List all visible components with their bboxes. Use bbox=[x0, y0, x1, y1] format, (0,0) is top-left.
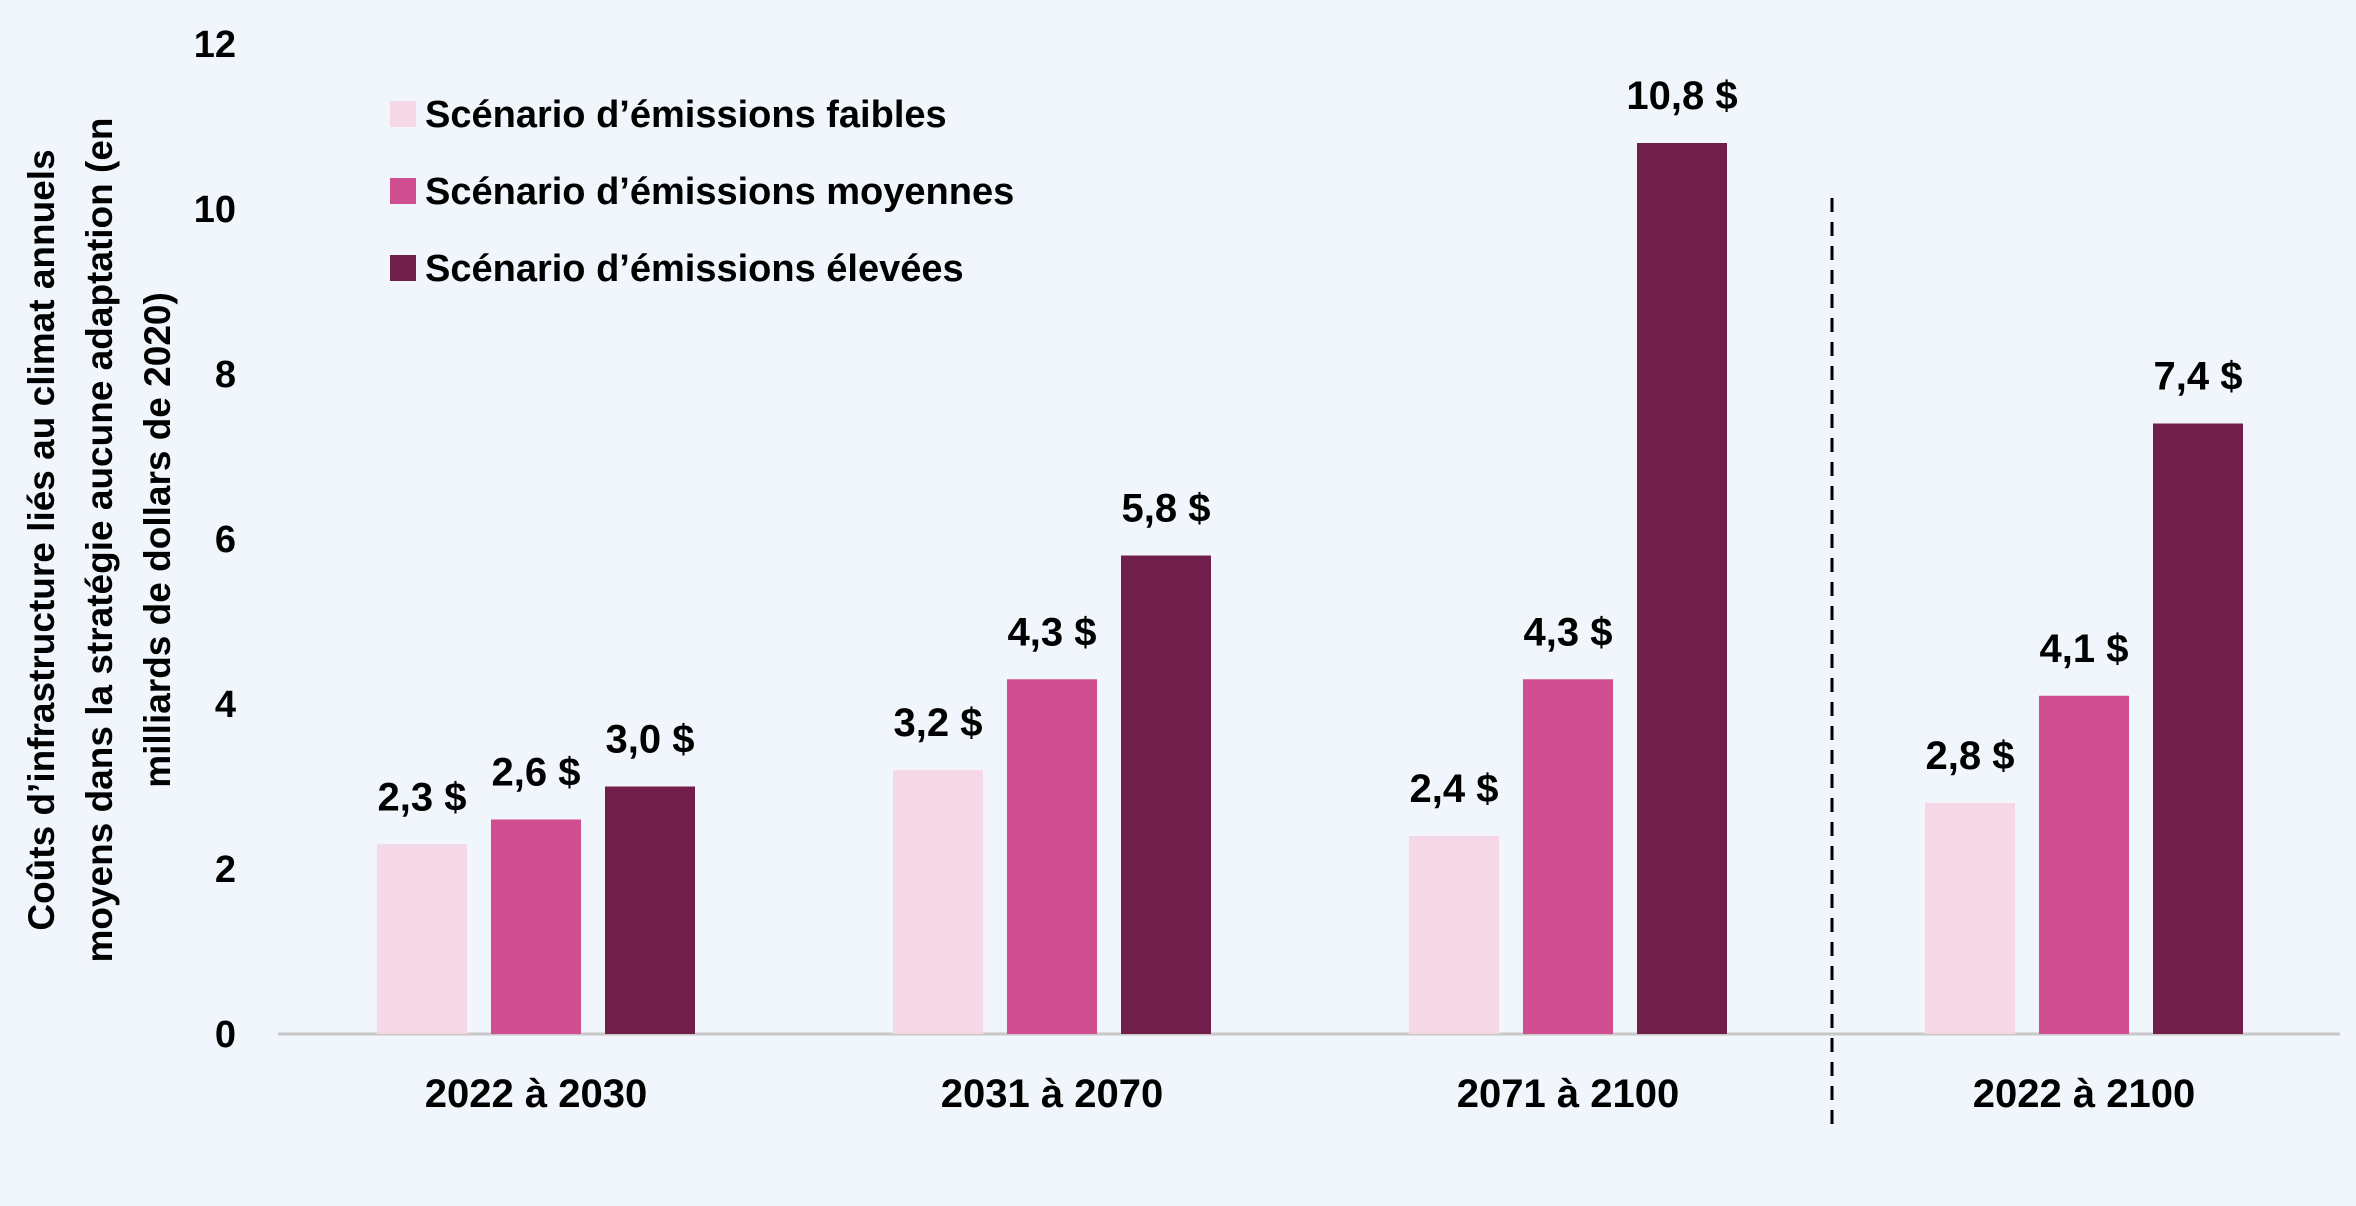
legend-swatch bbox=[390, 255, 416, 281]
legend-swatch bbox=[390, 178, 416, 204]
bar-2-1 bbox=[1523, 679, 1613, 1034]
y-tick-label: 12 bbox=[194, 24, 236, 66]
y-tick-label: 6 bbox=[215, 519, 236, 561]
y-axis-title: moyens dans la stratégie aucune adaptati… bbox=[79, 117, 120, 962]
y-tick-label: 4 bbox=[215, 684, 236, 726]
legend-label: Scénario d’émissions élevées bbox=[425, 248, 964, 290]
y-tick-label: 0 bbox=[215, 1014, 236, 1056]
data-label: 2,6 $ bbox=[492, 751, 581, 795]
y-tick-label: 2 bbox=[215, 849, 236, 891]
y-tick-label: 8 bbox=[215, 354, 236, 396]
legend-label: Scénario d’émissions moyennes bbox=[425, 171, 1014, 213]
bar-1-1 bbox=[1007, 679, 1097, 1034]
data-label: 3,2 $ bbox=[894, 701, 983, 745]
data-label: 4,3 $ bbox=[1008, 610, 1097, 654]
x-category-label: 2022 à 2030 bbox=[425, 1072, 647, 1116]
y-axis-title: Coûts d’infrastructure liés au climat an… bbox=[21, 149, 62, 930]
x-category-label: 2031 à 2070 bbox=[941, 1072, 1163, 1116]
y-tick-label: 10 bbox=[194, 189, 236, 231]
data-label: 2,4 $ bbox=[1410, 767, 1499, 811]
bar-3-0 bbox=[1925, 803, 2015, 1034]
data-label: 5,8 $ bbox=[1122, 487, 1211, 531]
bar-0-1 bbox=[491, 819, 581, 1034]
data-label: 7,4 $ bbox=[2154, 355, 2243, 399]
bar-0-2 bbox=[605, 786, 695, 1034]
data-label: 2,8 $ bbox=[1926, 734, 2015, 778]
bar-0-0 bbox=[377, 844, 467, 1034]
data-label: 2,3 $ bbox=[378, 775, 467, 819]
bar-3-2 bbox=[2153, 423, 2243, 1034]
x-category-label: 2071 à 2100 bbox=[1457, 1072, 1679, 1116]
legend-swatch bbox=[390, 101, 416, 127]
bar-2-0 bbox=[1409, 836, 1499, 1034]
data-label: 4,1 $ bbox=[2040, 627, 2129, 671]
data-label: 10,8 $ bbox=[1626, 74, 1737, 118]
data-label: 3,0 $ bbox=[606, 718, 695, 762]
bar-3-1 bbox=[2039, 695, 2129, 1034]
bar-2-2 bbox=[1637, 143, 1727, 1034]
bar-1-0 bbox=[893, 770, 983, 1034]
data-label: 4,3 $ bbox=[1524, 610, 1613, 654]
x-category-label: 2022 à 2100 bbox=[1973, 1072, 2195, 1116]
legend-label: Scénario d’émissions faibles bbox=[425, 94, 947, 136]
y-axis-title: milliards de dollars de 2020) bbox=[137, 292, 178, 788]
bar-1-2 bbox=[1121, 555, 1211, 1034]
